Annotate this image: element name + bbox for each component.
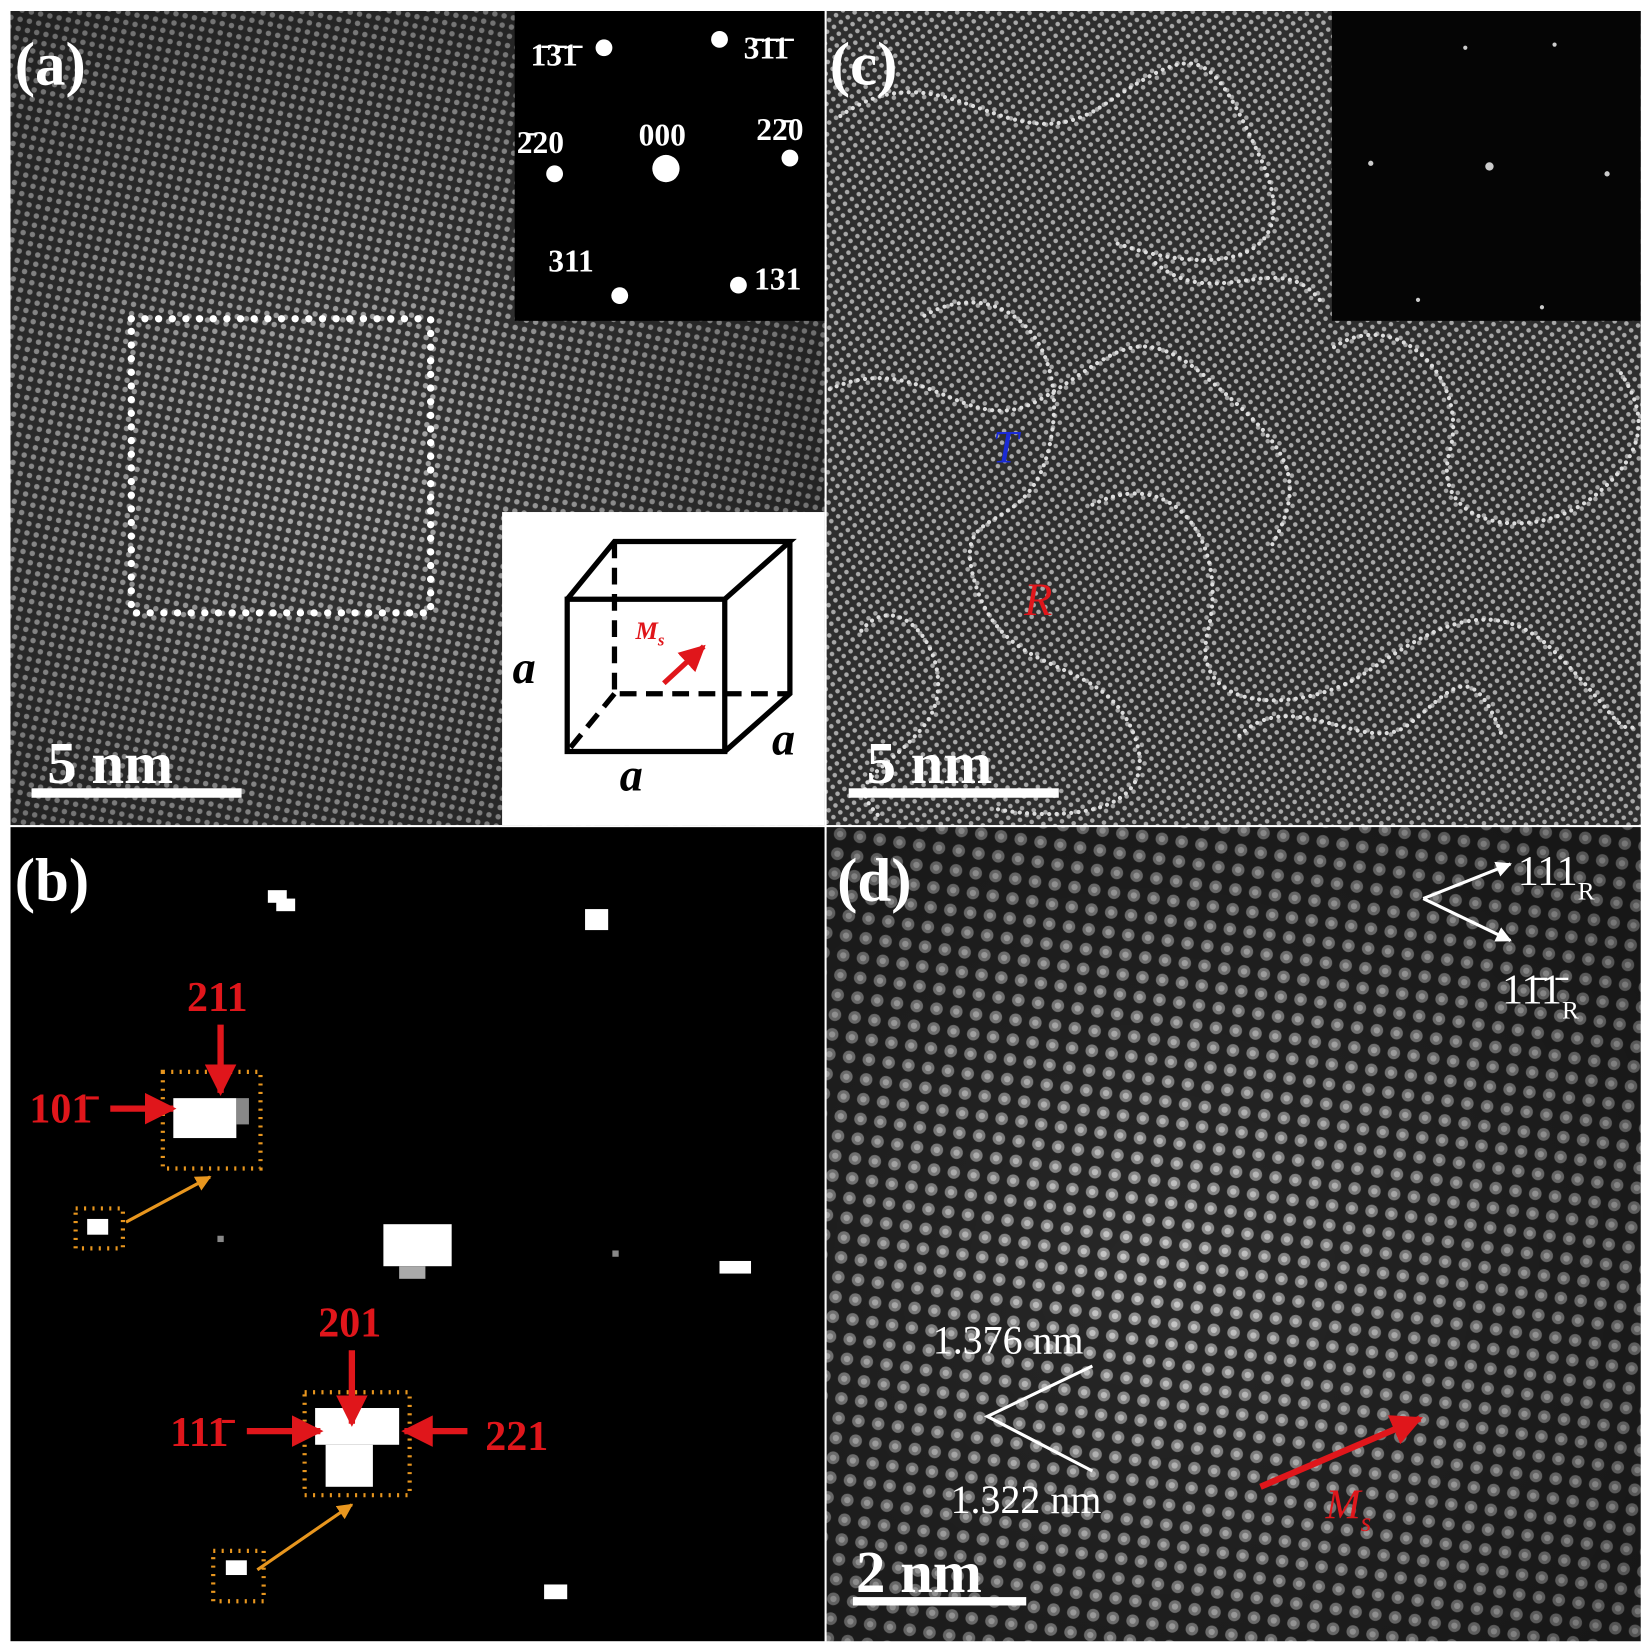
moment-arrow bbox=[662, 644, 706, 686]
panel-label: (b) bbox=[15, 848, 89, 915]
arrow bbox=[125, 1175, 212, 1224]
domain-walls bbox=[827, 61, 1641, 822]
spot-label: 22̄0 bbox=[756, 112, 803, 147]
moment-label: Ms bbox=[634, 618, 664, 649]
edge-label: a bbox=[620, 749, 643, 800]
panel-label: (c) bbox=[830, 32, 898, 99]
direction-arrows bbox=[983, 861, 1512, 1473]
highlight-boxes bbox=[73, 1069, 412, 1604]
cube bbox=[564, 538, 797, 755]
panel-b: 211 101̄ 201 111̄ 221 (b) bbox=[10, 827, 825, 1642]
fft-spots bbox=[1368, 42, 1610, 310]
scale-bar-label: 5 nm bbox=[47, 731, 173, 796]
moment-label: Ms bbox=[1325, 1482, 1372, 1537]
spot-label: 131 bbox=[754, 261, 801, 296]
edge-label: a bbox=[772, 714, 795, 765]
scale-bar-label: 2 nm bbox=[856, 1540, 982, 1605]
direction-label: 11̄1̄R bbox=[1502, 968, 1579, 1025]
spot-label: 221 bbox=[485, 1414, 548, 1460]
spot-label: 2̄20 bbox=[517, 125, 564, 160]
moment-arrow bbox=[1259, 1415, 1424, 1490]
spot-label: 201 bbox=[318, 1301, 381, 1347]
scale-bar bbox=[848, 788, 1059, 798]
diffraction-spots bbox=[546, 30, 799, 305]
spot-label: 000 bbox=[639, 117, 686, 152]
panel-c: T R (c) 5 nm bbox=[826, 11, 1641, 826]
phase-label: R bbox=[1023, 574, 1052, 625]
shading bbox=[826, 827, 1641, 1642]
cube-inset bbox=[502, 512, 825, 826]
scale-bar-label: 5 nm bbox=[867, 731, 993, 796]
panel-a: 1̄3̄1̄ 3̄1̄1̄ 2̄20 000 22̄0 311 131 Ms a… bbox=[10, 11, 825, 826]
panel-label: (a) bbox=[15, 32, 86, 99]
scale-bar bbox=[31, 788, 242, 798]
panel-d: 111R 11̄1̄R 1.376 nm 1.322 nm Ms (d) 2 n… bbox=[826, 827, 1641, 1642]
scale-bar bbox=[852, 1597, 1027, 1606]
spot-label: 101̄ bbox=[29, 1086, 99, 1132]
spot-label: 1̄3̄1̄ bbox=[530, 38, 582, 73]
spot-label: 311 bbox=[548, 243, 594, 278]
edge-label: a bbox=[513, 642, 536, 693]
red-arrows bbox=[110, 1024, 468, 1447]
spacing-label: 1.322 nm bbox=[951, 1477, 1102, 1522]
spot-label: 111̄ bbox=[170, 1410, 235, 1456]
selection-box bbox=[127, 315, 435, 617]
direction-label: 111R bbox=[1518, 849, 1595, 906]
spot-label: 3̄1̄1̄ bbox=[744, 30, 795, 65]
arrow bbox=[256, 1503, 354, 1572]
phase-label: T bbox=[993, 422, 1022, 473]
spacing-label: 1.376 nm bbox=[933, 1317, 1084, 1362]
spot-label: 211 bbox=[187, 975, 248, 1021]
panel-label: (d) bbox=[837, 848, 911, 915]
